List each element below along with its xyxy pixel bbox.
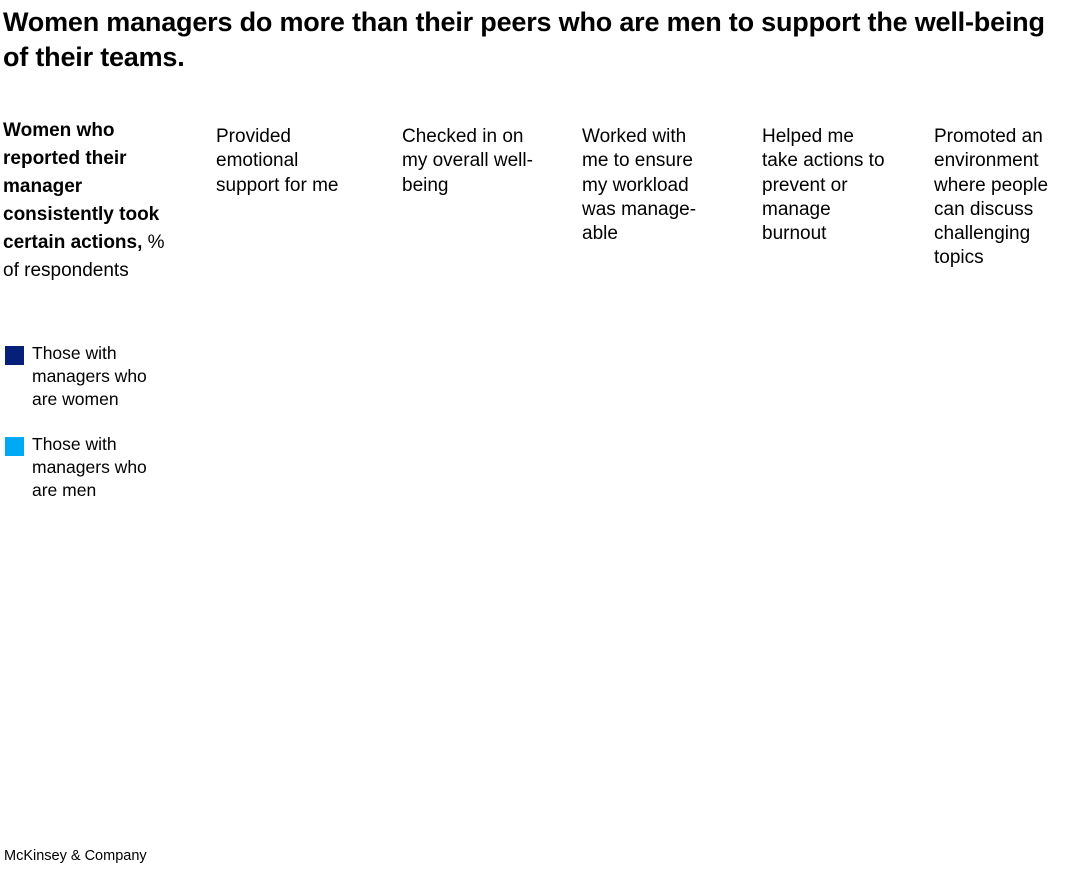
category-label: Checked in on my overall well-being [402,126,533,196]
legend-swatch [5,437,24,456]
category-label: Helped me take actions to prevent or man… [762,126,885,245]
category-label: Worked with me to ensure my workload was… [582,126,697,245]
footer-brand: McKinsey & Company [4,848,147,864]
subtitle-unit: % of respondents [3,232,165,281]
legend-label: Those with managers who are men [32,434,147,500]
legend-label: Those with managers who are women [32,343,147,409]
chart-subtitle: Women who reported their manager consist… [3,117,183,285]
legend-swatch [5,346,24,365]
subtitle-bold: Women who reported their manager consist… [3,120,160,253]
category-label: Promoted an environment where people can… [934,126,1049,269]
category-label: Provided emotional support for me [216,126,339,196]
chart-title: Women managers do more than their peers … [3,7,1045,72]
